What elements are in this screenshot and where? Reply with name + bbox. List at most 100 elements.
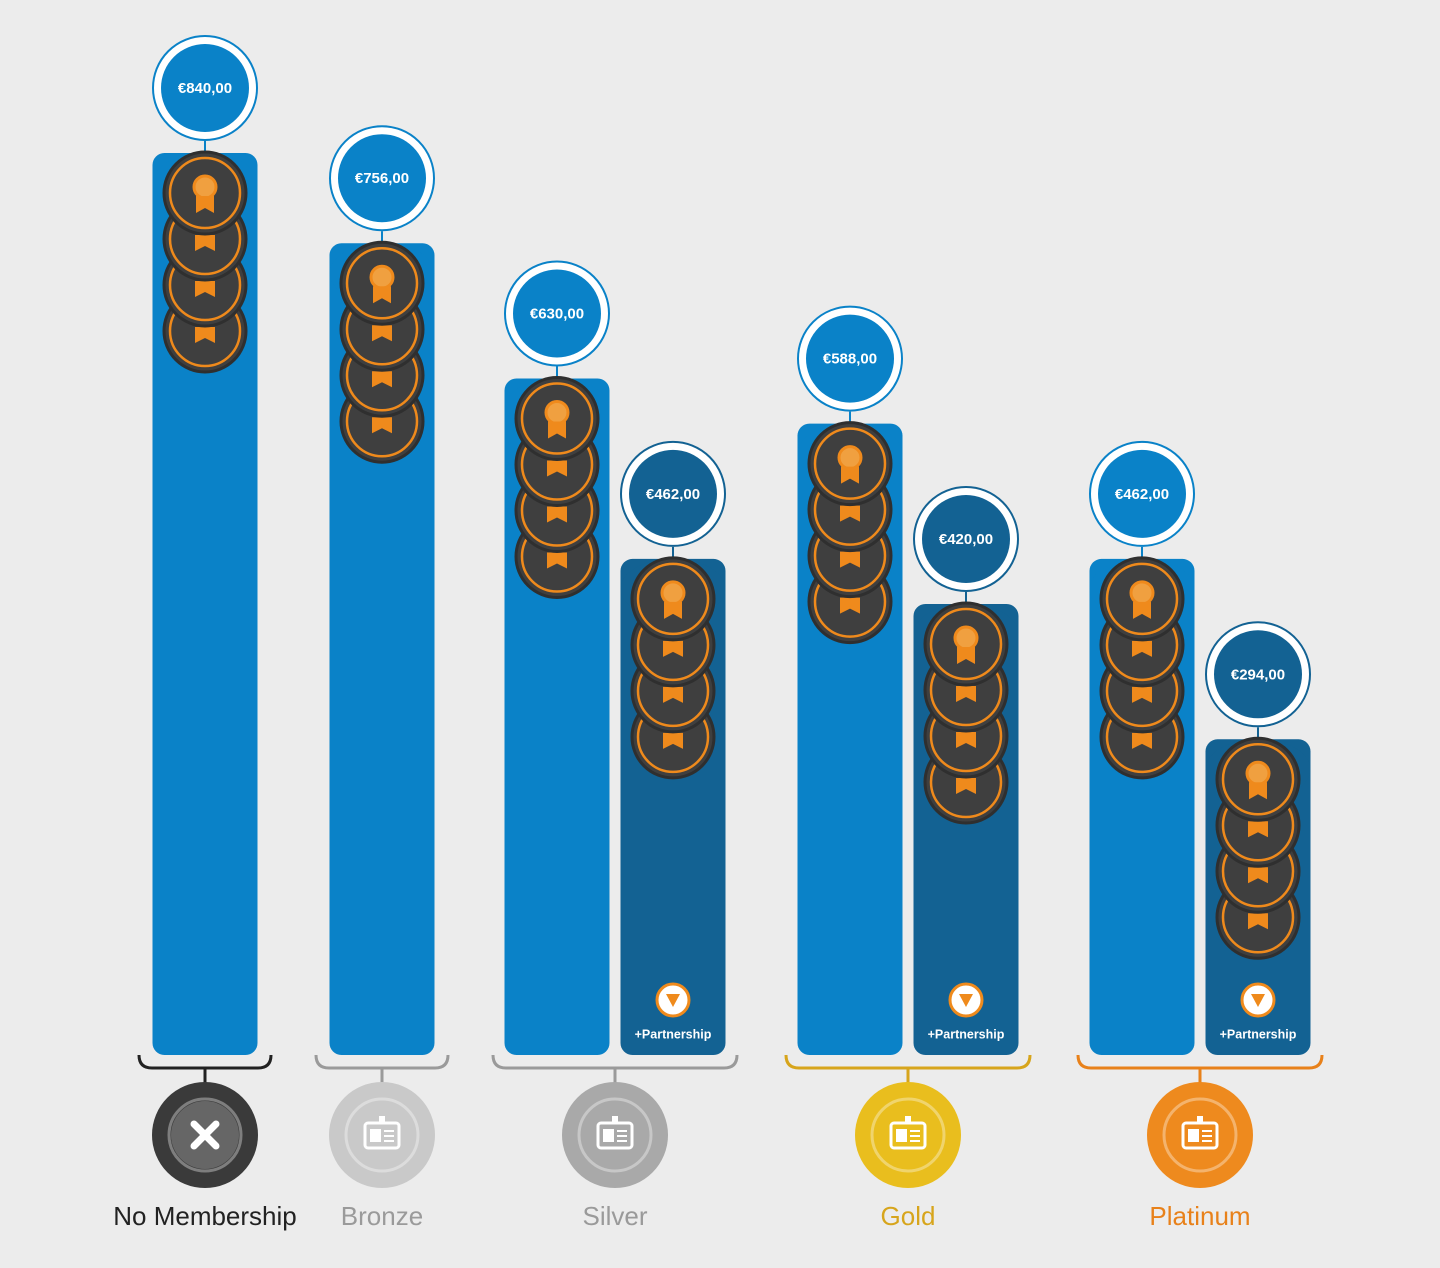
brace — [1076, 1054, 1324, 1070]
partner-label: +Partnership — [1220, 1027, 1297, 1041]
coin-ribbon — [1248, 821, 1268, 838]
coin-ribbon — [195, 281, 215, 297]
price-label: €588,00 — [823, 351, 877, 368]
coin-ribbon — [195, 235, 215, 251]
coin-ribbon — [373, 286, 391, 304]
price-bubble — [629, 449, 717, 538]
medal-card-logo — [1188, 1129, 1199, 1142]
coin-ribbon — [1248, 867, 1268, 884]
coin-ribbon — [547, 460, 567, 477]
price-bubble — [1214, 630, 1302, 719]
category-label: Platinum — [1149, 1201, 1250, 1231]
medal — [329, 1082, 435, 1188]
coin-badge — [1245, 760, 1271, 786]
coin-ribbon — [957, 647, 975, 664]
coin-ring — [1105, 562, 1179, 636]
coin-ribbon — [195, 327, 215, 343]
coin-ribbon — [663, 732, 683, 749]
coin-ribbon — [840, 597, 860, 614]
coin-ribbon — [840, 505, 860, 522]
medal-inner — [167, 1097, 243, 1173]
coin-ring — [1221, 743, 1295, 816]
coin-ribbon — [372, 417, 392, 434]
coin-ribbon — [956, 732, 976, 748]
coin-ring — [813, 427, 887, 500]
medal-inner — [870, 1097, 946, 1173]
coin-ribbon — [372, 325, 392, 342]
coin-badge — [369, 264, 395, 290]
medal-clip — [612, 1116, 618, 1123]
partner-logo-mark — [1251, 994, 1265, 1007]
coin-ring — [929, 607, 1003, 681]
medal-card-lines — [910, 1130, 920, 1142]
medal-card-lines — [1202, 1130, 1212, 1142]
brace — [137, 1054, 273, 1070]
coin-ring — [636, 562, 710, 636]
coin-ribbon — [663, 640, 683, 657]
price-bubble — [338, 134, 426, 223]
brace — [784, 1054, 1032, 1070]
medal-inner — [577, 1097, 653, 1173]
price-label: €630,00 — [530, 305, 584, 322]
coin-ribbon — [956, 686, 976, 702]
price-bubble — [806, 314, 894, 403]
coin-ribbon — [1132, 732, 1152, 749]
coin-ribbon — [196, 196, 214, 213]
coin-ribbon — [1248, 913, 1268, 930]
price-label: €420,00 — [939, 531, 993, 548]
coin-ribbon — [840, 551, 860, 568]
price-bubble — [161, 44, 249, 132]
coin-badge — [1129, 580, 1155, 606]
partner-label: +Partnership — [928, 1027, 1005, 1041]
coin-ribbon — [663, 686, 683, 703]
medal-card-logo — [370, 1129, 381, 1142]
category-label: Bronze — [341, 1201, 423, 1231]
coin-ring — [168, 156, 242, 230]
medal-card-lines — [384, 1130, 394, 1142]
coin-badge — [953, 625, 979, 651]
medal-card-logo — [896, 1129, 907, 1142]
medal-clip — [905, 1116, 911, 1123]
coin-ribbon — [372, 371, 392, 388]
medal-inner — [344, 1097, 420, 1173]
coin-ring — [520, 382, 594, 455]
coin-ribbon — [547, 552, 567, 569]
coin-badge — [192, 174, 218, 200]
category-label: Gold — [881, 1201, 936, 1231]
price-label: €756,00 — [355, 170, 409, 187]
category-label: Silver — [582, 1201, 647, 1231]
price-bubble — [922, 495, 1010, 583]
medal-inner — [1162, 1097, 1238, 1173]
coin-ribbon — [548, 421, 566, 439]
brace — [314, 1054, 450, 1070]
brace — [491, 1054, 739, 1070]
coin-ribbon — [1132, 640, 1152, 657]
medal — [562, 1082, 668, 1188]
coin-badge — [544, 400, 570, 425]
coin-ribbon — [1132, 686, 1152, 703]
coin-ring — [345, 246, 419, 320]
medal-card-logo — [603, 1129, 614, 1142]
partner-logo-mark — [666, 994, 680, 1007]
medal-clip — [379, 1116, 385, 1123]
coin-ribbon — [1133, 601, 1151, 619]
price-bubble — [513, 269, 601, 358]
coin-ribbon — [547, 506, 567, 523]
medal — [1147, 1082, 1253, 1188]
price-label: €294,00 — [1231, 666, 1285, 683]
medal-clip — [1197, 1116, 1203, 1123]
partner-logo-mark — [959, 994, 973, 1007]
category-label: No Membership — [113, 1201, 297, 1231]
medal — [855, 1082, 961, 1188]
price-label: €462,00 — [646, 486, 700, 503]
price-label: €462,00 — [1115, 486, 1169, 503]
coin-ribbon — [664, 601, 682, 619]
coin-badge — [837, 445, 863, 471]
medal-card-lines — [617, 1130, 627, 1142]
bar — [152, 153, 258, 1055]
partner-label: +Partnership — [635, 1027, 712, 1041]
medal-x — [190, 1120, 220, 1150]
price-label: €840,00 — [178, 80, 232, 97]
